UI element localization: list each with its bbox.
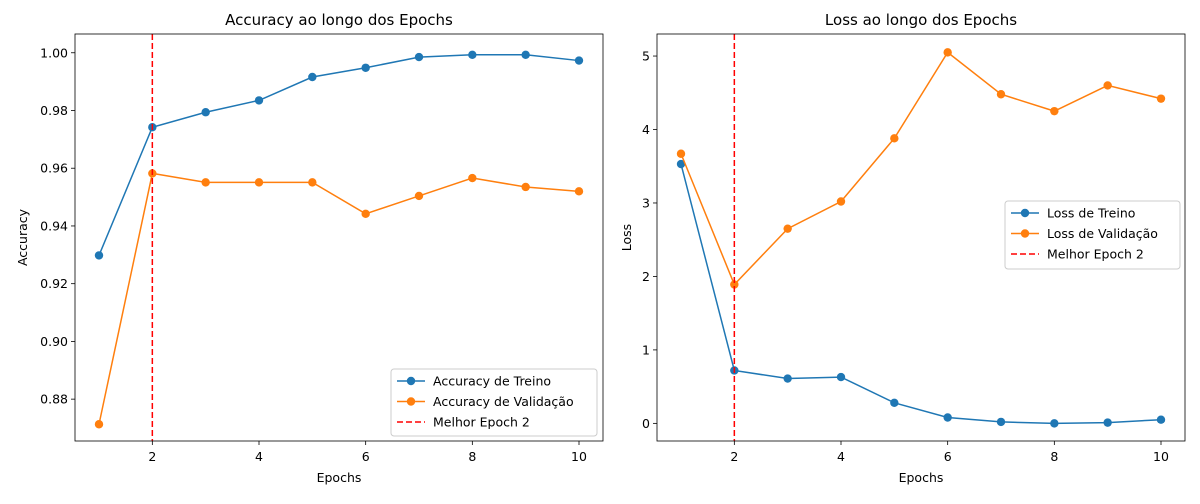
data-point [890, 134, 899, 143]
data-point [94, 420, 104, 429]
x-tick-label: 4 [837, 449, 845, 464]
chart-1: Accuracy ao longo dos Epochs Epochs Accura… [15, 11, 604, 485]
data-point [308, 178, 317, 187]
data-point [1050, 419, 1059, 428]
legend-marker [1020, 208, 1030, 218]
data-point [890, 398, 899, 407]
series-line [98, 172, 580, 425]
chart-title: Accuracy ao longo dos Epochs [225, 11, 453, 29]
x-tick-label: 10 [571, 449, 587, 464]
data-point [1103, 81, 1112, 90]
data-point [1156, 94, 1166, 103]
y-tick-label: 0.98 [40, 103, 68, 118]
x-tick-label: 4 [255, 449, 263, 464]
legend-label: Loss de Validação [1047, 226, 1158, 241]
legend-label: Loss de Treino [1047, 206, 1135, 221]
legend: Accuracy de Treino Accuracy de Validação M… [390, 368, 598, 437]
y-tick-label: 0.90 [40, 334, 68, 349]
y-tick-label: 3 [642, 195, 650, 210]
axes-frame [656, 33, 1186, 442]
data-point [414, 191, 424, 201]
data-point [361, 209, 370, 219]
y-tick-label: 1.00 [40, 45, 68, 60]
x-axis-label: Epochs [317, 470, 362, 485]
data-point [254, 96, 264, 105]
y-tick-label: 5 [642, 49, 650, 64]
data-point [1050, 106, 1059, 116]
data-point [521, 182, 530, 192]
data-point [783, 374, 792, 383]
legend-box [1004, 200, 1181, 270]
legend-marker [1020, 229, 1030, 238]
series-1 [94, 50, 584, 260]
data-point [574, 187, 584, 196]
data-point [996, 90, 1006, 99]
legend: Loss de Treino Loss de Validação Melhor Ep… [1004, 200, 1181, 270]
y-axis-label: Loss [619, 224, 634, 251]
data-point [783, 224, 792, 233]
data-point [574, 56, 584, 65]
y-tick-label: 1 [642, 342, 650, 357]
legend-label: Accuracy de Treino [433, 374, 551, 389]
legend-label: Melhor Epoch 2 [1047, 247, 1144, 262]
legend-label: Accuracy de Validação [433, 394, 574, 409]
data-point [1103, 418, 1112, 427]
series-line [680, 51, 1162, 286]
data-point [468, 173, 477, 183]
y-tick-label: 0 [642, 416, 650, 431]
data-point [254, 178, 264, 187]
y-tick-label: 2 [642, 269, 650, 284]
data-point [1156, 415, 1166, 424]
y-tick-label: 0.92 [40, 276, 68, 291]
data-point [94, 251, 104, 260]
y-tick-label: 0.94 [40, 218, 68, 233]
series-line [98, 54, 580, 256]
x-tick-label: 10 [1153, 449, 1169, 464]
x-axis-label: Epochs [899, 470, 944, 485]
data-point [468, 50, 477, 59]
data-point [308, 72, 317, 82]
y-tick-label: 0.88 [40, 392, 68, 407]
data-point [676, 149, 686, 158]
series-2 [94, 169, 584, 429]
legend-marker [406, 376, 416, 386]
data-point [521, 50, 530, 59]
data-point [836, 372, 846, 382]
x-tick-label: 8 [1050, 449, 1058, 464]
legend-label: Melhor Epoch 2 [433, 415, 530, 430]
series-1 [676, 159, 1166, 428]
data-point [996, 417, 1006, 427]
x-tick-label: 6 [944, 449, 952, 464]
data-point [836, 197, 846, 206]
data-point [943, 48, 952, 57]
data-point [361, 63, 370, 72]
y-tick-label: 0.96 [40, 161, 68, 176]
series-2 [676, 48, 1166, 289]
data-point [201, 108, 210, 117]
legend-marker [406, 397, 416, 406]
data-point [414, 52, 424, 62]
data-point [730, 280, 739, 289]
x-tick-label: 2 [148, 449, 156, 464]
x-tick-label: 6 [362, 449, 370, 464]
data-point [676, 159, 686, 169]
legend-box [390, 368, 598, 437]
x-tick-label: 2 [730, 449, 738, 464]
y-tick-label: 4 [642, 122, 650, 137]
data-point [943, 413, 952, 422]
series-line [680, 163, 1162, 425]
y-axis-label: Accuracy [15, 208, 30, 266]
x-tick-label: 8 [468, 449, 476, 464]
axes-frame [74, 33, 604, 442]
data-point [201, 178, 210, 187]
chart-title: Loss ao longo dos Epochs [825, 11, 1017, 29]
